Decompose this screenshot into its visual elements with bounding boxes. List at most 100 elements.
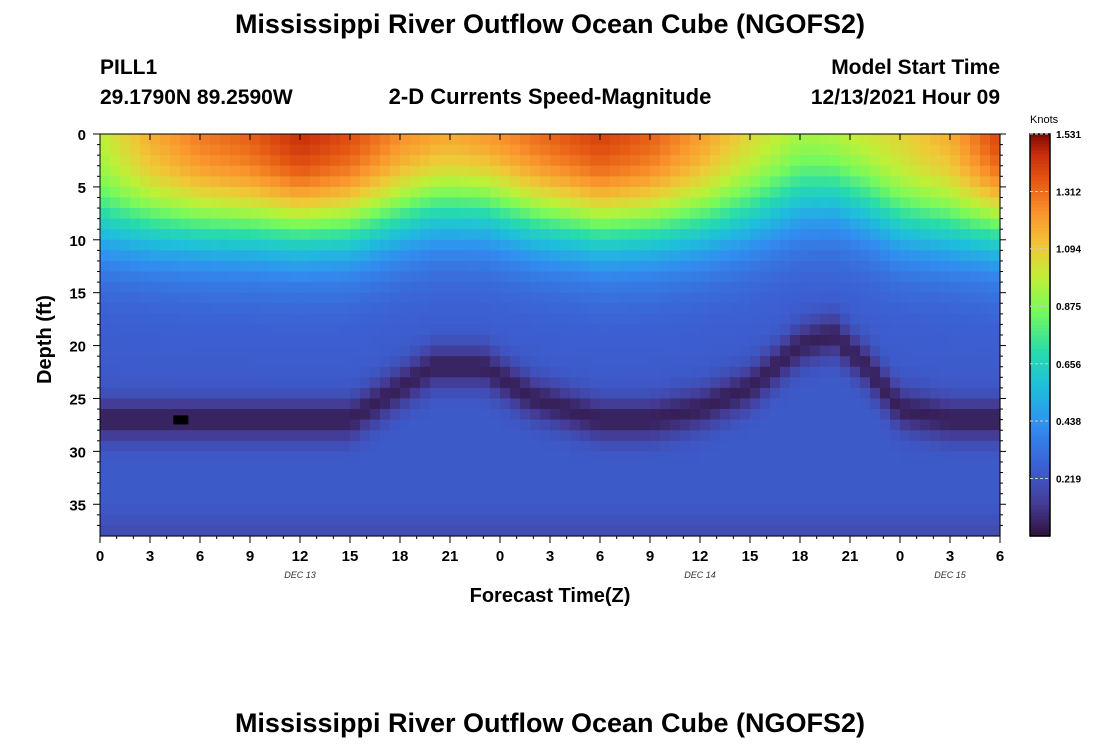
- heatmap-cell: [320, 165, 331, 177]
- heatmap-cell: [860, 377, 871, 389]
- heatmap-cell: [430, 239, 441, 251]
- heatmap-cell: [230, 430, 241, 442]
- heatmap-cell: [870, 525, 881, 537]
- heatmap-cell: [490, 250, 501, 262]
- heatmap-cell: [790, 324, 801, 336]
- heatmap-cell: [850, 419, 861, 431]
- heatmap-cell: [380, 461, 391, 474]
- heatmap-cell: [570, 345, 581, 357]
- heatmap-cell: [930, 144, 941, 156]
- heatmap-cell: [290, 208, 301, 220]
- heatmap-cell: [890, 430, 901, 442]
- heatmap-cell: [860, 356, 871, 368]
- heatmap-cell: [550, 461, 561, 474]
- heatmap-cell: [990, 165, 1001, 177]
- heatmap-cell: [260, 313, 271, 326]
- heatmap-cell: [400, 377, 411, 389]
- heatmap-cell: [120, 504, 131, 516]
- heatmap-cell: [640, 345, 651, 357]
- colorbar-swatch: [1030, 378, 1050, 383]
- heatmap-cell: [930, 324, 941, 336]
- heatmap-cell: [870, 229, 881, 241]
- heatmap-cell: [340, 398, 351, 410]
- heatmap-cell: [740, 430, 751, 442]
- heatmap-cell: [490, 356, 501, 368]
- heatmap-cell: [190, 313, 201, 326]
- heatmap-cell: [910, 176, 921, 188]
- heatmap-cell: [260, 451, 271, 463]
- heatmap-cell: [440, 176, 451, 188]
- heatmap-cell: [680, 335, 691, 347]
- heatmap-cell: [820, 155, 831, 167]
- heatmap-cell: [770, 440, 781, 452]
- heatmap-cell: [620, 208, 631, 220]
- heatmap-cell: [780, 176, 791, 188]
- heatmap-cell: [240, 208, 251, 220]
- heatmap-cell: [540, 155, 551, 167]
- heatmap-cell: [500, 451, 511, 463]
- heatmap-cell: [550, 186, 561, 199]
- heatmap-cell: [770, 345, 781, 357]
- heatmap-cell: [470, 271, 481, 283]
- heatmap-cell: [380, 387, 391, 400]
- heatmap-cell: [610, 197, 621, 209]
- heatmap-cell: [730, 271, 741, 283]
- heatmap-cell: [930, 409, 941, 421]
- heatmap-cell: [660, 176, 671, 188]
- heatmap-cell: [260, 250, 271, 262]
- colorbar-swatch: [1030, 492, 1050, 497]
- heatmap-cell: [670, 514, 681, 527]
- heatmap-cell: [220, 377, 231, 389]
- heatmap-cell: [630, 250, 641, 262]
- heatmap-cell: [980, 176, 991, 188]
- heatmap-cell: [630, 303, 641, 315]
- heatmap-cell: [500, 377, 511, 389]
- heatmap-cell: [950, 409, 961, 421]
- heatmap-cell: [430, 493, 441, 505]
- colorbar-swatch: [1030, 522, 1050, 527]
- heatmap-cell: [530, 345, 541, 357]
- colorbar-swatch: [1030, 154, 1050, 159]
- heatmap-cell: [720, 144, 731, 156]
- heatmap-cell: [580, 525, 591, 537]
- heatmap-cell: [340, 504, 351, 516]
- heatmap-cell: [250, 377, 261, 389]
- heatmap-cell: [350, 229, 361, 241]
- heatmap-cell: [630, 197, 641, 209]
- heatmap-cell: [300, 514, 311, 527]
- heatmap-cell: [480, 144, 491, 156]
- heatmap-cell: [340, 440, 351, 452]
- heatmap-cell: [890, 335, 901, 347]
- heatmap-cell: [580, 292, 591, 304]
- heatmap-cell: [390, 345, 401, 357]
- heatmap-cell: [690, 271, 701, 283]
- heatmap-cell: [280, 514, 291, 527]
- heatmap-cell: [790, 197, 801, 209]
- heatmap-cell: [180, 303, 191, 315]
- heatmap-cell: [640, 483, 651, 495]
- heatmap-cell: [780, 324, 791, 336]
- heatmap-cell: [960, 514, 971, 527]
- heatmap-cell: [770, 292, 781, 304]
- heatmap-cell: [660, 144, 671, 156]
- heatmap-cell: [600, 430, 611, 442]
- heatmap-cell: [910, 282, 921, 294]
- heatmap-cell: [160, 313, 171, 326]
- heatmap-cell: [790, 356, 801, 368]
- heatmap-cell: [770, 144, 781, 156]
- heatmap-cell: [800, 356, 811, 368]
- heatmap-cell: [600, 313, 611, 326]
- colorbar-swatch: [1030, 458, 1050, 463]
- heatmap-cell: [350, 430, 361, 442]
- heatmap-cell: [730, 218, 741, 230]
- heatmap-cell: [400, 155, 411, 167]
- heatmap-cell: [710, 335, 721, 347]
- heatmap-cell: [630, 165, 641, 177]
- heatmap-cell: [820, 525, 831, 537]
- heatmap-cell: [880, 387, 891, 400]
- heatmap-cell: [400, 250, 411, 262]
- heatmap-cell: [230, 239, 241, 251]
- heatmap-cell: [980, 324, 991, 336]
- heatmap-cell: [860, 409, 871, 421]
- heatmap-cell: [750, 271, 761, 283]
